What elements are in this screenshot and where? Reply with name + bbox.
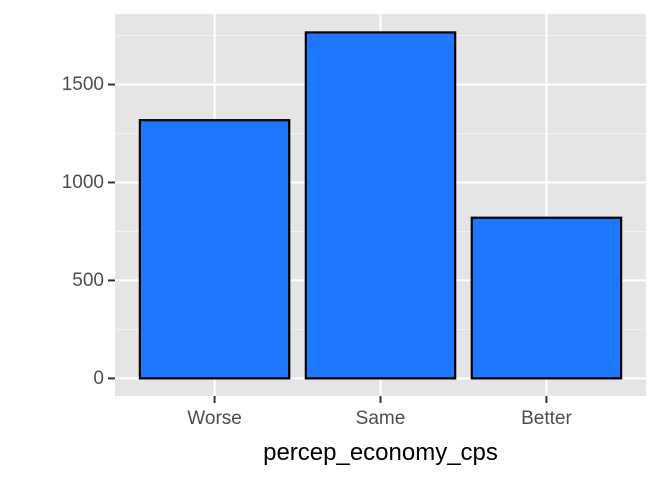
x-tick-label-better: Better xyxy=(521,408,572,429)
x-tick-label-same: Same xyxy=(356,408,406,429)
x-tick-label-worse: Worse xyxy=(187,408,242,429)
y-tick-label: 1500 xyxy=(62,74,104,95)
y-tick-label: 1000 xyxy=(62,172,104,193)
y-tick-label: 0 xyxy=(93,368,104,389)
x-axis-title: percep_economy_cps xyxy=(263,439,498,466)
bar-worse xyxy=(138,119,291,380)
y-tick-label: 500 xyxy=(72,270,104,291)
bar-same xyxy=(304,31,457,380)
y-axis: 0 500 1000 1500 xyxy=(62,74,115,389)
x-axis: Worse Same Better xyxy=(187,396,572,429)
bar-better xyxy=(470,216,623,380)
bars xyxy=(138,31,623,380)
